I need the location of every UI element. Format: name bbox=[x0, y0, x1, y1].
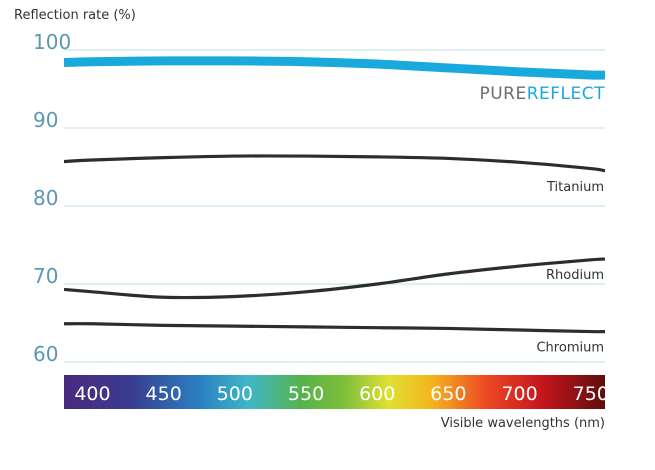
y-axis-title: Reflection rate (%) bbox=[14, 8, 136, 23]
brand-part-pure: PURE bbox=[479, 84, 526, 104]
series-label-titanium: Titanium bbox=[546, 180, 604, 195]
x-band-label: 750 bbox=[573, 383, 609, 405]
series-line-rhodium bbox=[63, 257, 606, 300]
x-axis-title: Visible wavelengths (nm) bbox=[440, 416, 605, 431]
series-label-chromium: Chromium bbox=[536, 341, 604, 356]
brand-part-reflect: REFLECT bbox=[527, 84, 605, 104]
series-label-purereflect: PUREREFLECT bbox=[479, 84, 605, 104]
x-band-label: 450 bbox=[146, 383, 182, 405]
spectrum-band bbox=[64, 375, 605, 409]
y-tick-label: 90 bbox=[33, 108, 58, 132]
x-band-label: 600 bbox=[359, 383, 395, 405]
y-tick-label: 60 bbox=[33, 342, 58, 366]
series-line-purereflect bbox=[63, 56, 606, 80]
x-band-label: 550 bbox=[288, 383, 324, 405]
y-tick-label: 80 bbox=[33, 186, 58, 210]
x-band-label: 500 bbox=[217, 383, 253, 405]
y-tick-label: 70 bbox=[33, 264, 58, 288]
y-tick-label: 100 bbox=[33, 30, 71, 54]
x-band-label: 400 bbox=[74, 383, 110, 405]
x-band-label: 650 bbox=[430, 383, 466, 405]
series-label-rhodium: Rhodium bbox=[546, 268, 604, 283]
x-band-label: 700 bbox=[501, 383, 537, 405]
series-line-chromium bbox=[63, 322, 606, 334]
series-line-titanium bbox=[63, 154, 606, 173]
